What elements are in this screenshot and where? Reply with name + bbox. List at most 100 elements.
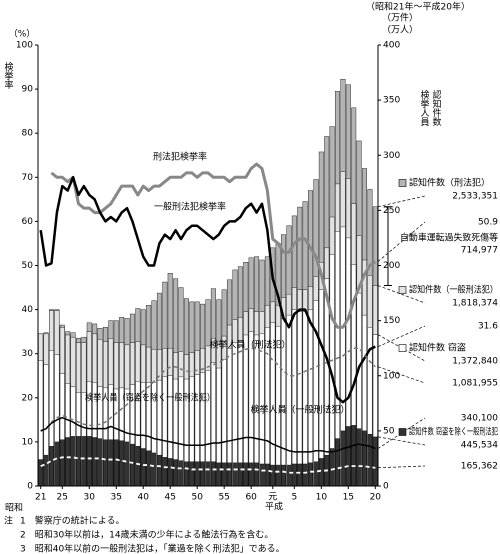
bracket-value: 714,977 <box>461 246 498 256</box>
note: 1 警察庁の統計による。 <box>20 515 124 527</box>
x-tick-label: 40 <box>138 493 150 503</box>
y-tick-label: 50 <box>22 261 34 271</box>
line <box>40 347 376 432</box>
x-tick-label: 15 <box>343 493 354 503</box>
y2-axis-unit: （万人） <box>382 25 418 36</box>
bar <box>264 463 270 487</box>
bar <box>275 464 281 487</box>
bar <box>54 441 60 487</box>
bar <box>167 458 173 487</box>
bar <box>356 428 362 487</box>
y-tick-label: 10 <box>22 437 34 447</box>
leader-line <box>377 195 426 208</box>
bar <box>318 289 324 487</box>
bar <box>291 463 297 487</box>
bar <box>308 309 314 487</box>
x-tick-label: 5 <box>291 493 297 503</box>
subtitle: （昭和21年～平成20年） <box>366 1 470 13</box>
bar <box>367 433 373 487</box>
legend-label: 認知件数（一般刑法犯） <box>409 284 498 296</box>
leader-line <box>377 325 426 347</box>
y2-axis-unit: （万件） <box>382 12 418 24</box>
bar <box>216 462 222 487</box>
x-tick-label: 10 <box>316 493 328 503</box>
bar <box>324 278 330 487</box>
bar <box>281 464 287 487</box>
y2-axis-label: 認知件数 <box>431 89 442 127</box>
leader-line <box>377 465 426 469</box>
bar <box>340 430 346 487</box>
bar <box>318 458 324 487</box>
y-tick-label: 40 <box>22 305 34 315</box>
bar <box>183 461 189 487</box>
series-label: 検挙人員（一般刑法犯） <box>250 404 349 416</box>
bar <box>232 462 238 487</box>
bar <box>329 448 335 487</box>
bar <box>65 437 71 487</box>
bar <box>81 436 87 487</box>
line <box>50 162 377 329</box>
bar <box>162 457 168 487</box>
bar <box>335 438 340 487</box>
leader-line <box>377 221 426 262</box>
leader-line <box>377 285 426 304</box>
y-tick-label: 0 <box>27 482 33 492</box>
bar <box>297 463 303 487</box>
bar <box>243 462 249 487</box>
y-tick-label: 80 <box>22 129 34 139</box>
y2-tick-label: 250 <box>383 206 400 216</box>
x-tick-label: 45 <box>164 493 175 503</box>
data-label: 165,362 <box>461 462 498 472</box>
y-axis-unit: （%） <box>9 29 36 40</box>
bar <box>291 309 297 487</box>
bar <box>156 454 162 487</box>
bar <box>200 461 206 487</box>
bar <box>129 443 135 487</box>
bar <box>178 460 184 487</box>
x-tick-label: 30 <box>84 493 96 503</box>
data-label: 1,818,374 <box>452 299 498 309</box>
x-tick-label: 25 <box>57 493 68 503</box>
y-tick-label: 30 <box>22 349 34 359</box>
y2-tick-label: 0 <box>383 482 389 492</box>
y-tick-label: 90 <box>22 85 34 95</box>
y2-tick-label: 150 <box>383 316 400 326</box>
data-label: 2,533,351 <box>452 192 498 202</box>
bar <box>59 439 65 487</box>
bar <box>194 461 200 487</box>
bar <box>372 436 378 487</box>
bar <box>151 452 157 487</box>
bar <box>254 462 260 487</box>
x-tick-label: 60 <box>245 493 257 503</box>
bar <box>270 464 276 487</box>
line <box>39 176 376 404</box>
bar <box>140 448 146 487</box>
bar <box>351 425 357 487</box>
bar <box>113 439 119 487</box>
x-tick-label: 50 <box>191 493 203 503</box>
bar <box>146 450 152 487</box>
bar <box>237 462 243 487</box>
bracket-label: 自動車運転過失致死傷等 <box>400 232 498 244</box>
data-label: 1,372,840 <box>452 357 498 367</box>
y-tick-label: 20 <box>22 393 34 403</box>
bar <box>92 437 98 487</box>
note: 2 昭和30年以前は，14歳未満の少年による触法行為を含む。 <box>20 529 273 541</box>
leader-line <box>377 436 426 446</box>
bar <box>173 459 179 487</box>
legend-swatch <box>398 286 407 294</box>
y-tick-label: 70 <box>22 173 34 183</box>
legend-label: 認知件数（刑法犯） <box>409 177 490 189</box>
bar <box>49 446 54 487</box>
x-tick-label: 35 <box>111 493 122 503</box>
bar <box>97 438 103 487</box>
y-tick-label: 100 <box>16 41 33 51</box>
y2-tick-label: 400 <box>383 41 400 51</box>
line <box>40 416 376 453</box>
bar <box>297 311 303 487</box>
bar <box>259 463 265 487</box>
legend-label: 認知件数 窃盗 <box>409 342 466 354</box>
era-label: 昭和 <box>5 503 23 514</box>
y2-tick-label: 200 <box>383 261 400 271</box>
